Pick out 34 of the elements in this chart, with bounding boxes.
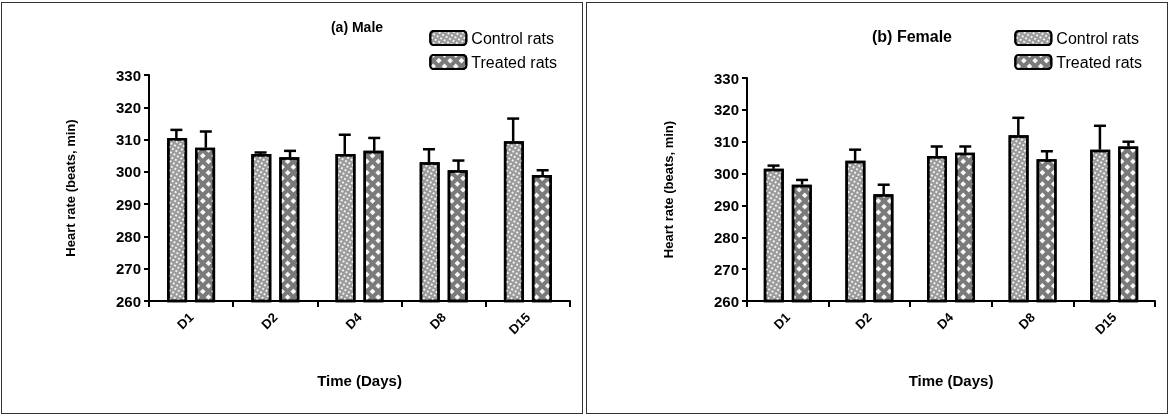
- y-tick-label: 300: [713, 165, 739, 183]
- y-tick-label: 320: [713, 101, 739, 119]
- y-tick-label: 290: [115, 195, 141, 213]
- y-tick-label: 280: [713, 228, 739, 246]
- y-tick-label: 320: [115, 98, 141, 116]
- y-tick-label: 270: [115, 260, 141, 278]
- chart-title: (b) Female: [871, 27, 953, 45]
- y-tick-label: 260: [713, 292, 739, 310]
- x-tick-label: D2: [852, 309, 875, 333]
- y-tick-label: 330: [713, 69, 739, 87]
- x-tick-label: D1: [174, 309, 197, 333]
- x-tick-label: D1: [770, 309, 794, 333]
- x-axis-title: Time (Days): [317, 372, 402, 389]
- legend-label: Treated rats: [471, 53, 558, 71]
- legend-label: Treated rats: [1056, 53, 1143, 71]
- y-axis-title: Heart rate (beats, min): [63, 119, 78, 257]
- x-tick-label: D8: [426, 309, 449, 333]
- y-tick-label: 300: [115, 163, 141, 181]
- y-axis-title: Heart rate (beats, min): [661, 120, 676, 259]
- x-axis-title: Time (Days): [908, 372, 994, 389]
- y-tick-label: 330: [115, 66, 141, 84]
- y-tick-label: 310: [713, 133, 739, 151]
- y-tick-label: 290: [713, 196, 739, 214]
- y-tick-label: 280: [115, 227, 141, 245]
- y-tick-label: 260: [115, 292, 141, 310]
- x-tick-label: D4: [342, 309, 366, 333]
- chart-title: (a) Male: [330, 19, 384, 35]
- y-tick-label: 270: [713, 260, 739, 278]
- x-tick-label: D2: [258, 309, 281, 333]
- y-tick-label: 310: [115, 131, 141, 149]
- legend-label: Control rats: [1056, 29, 1140, 47]
- x-tick-label: D4: [933, 309, 957, 333]
- x-tick-label: D8: [1015, 309, 1038, 333]
- legend-label: Control rats: [471, 29, 555, 47]
